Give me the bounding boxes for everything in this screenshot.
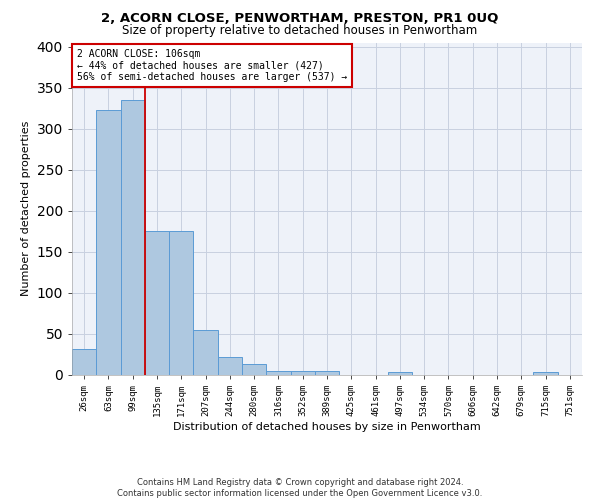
Bar — [242, 364, 266, 375]
Text: Contains HM Land Registry data © Crown copyright and database right 2024.
Contai: Contains HM Land Registry data © Crown c… — [118, 478, 482, 498]
Bar — [533, 372, 558, 375]
Bar — [266, 371, 290, 375]
Bar — [145, 230, 169, 375]
Bar — [169, 230, 193, 375]
Text: 2, ACORN CLOSE, PENWORTHAM, PRESTON, PR1 0UQ: 2, ACORN CLOSE, PENWORTHAM, PRESTON, PR1… — [101, 12, 499, 24]
Bar — [290, 371, 315, 375]
Bar — [193, 330, 218, 375]
Text: 2 ACORN CLOSE: 106sqm
← 44% of detached houses are smaller (427)
56% of semi-det: 2 ACORN CLOSE: 106sqm ← 44% of detached … — [77, 49, 347, 82]
Bar — [72, 348, 96, 375]
X-axis label: Distribution of detached houses by size in Penwortham: Distribution of detached houses by size … — [173, 422, 481, 432]
Bar — [96, 110, 121, 375]
Bar — [121, 100, 145, 375]
Text: Size of property relative to detached houses in Penwortham: Size of property relative to detached ho… — [122, 24, 478, 37]
Bar — [315, 371, 339, 375]
Bar — [388, 372, 412, 375]
Y-axis label: Number of detached properties: Number of detached properties — [21, 121, 31, 296]
Bar — [218, 357, 242, 375]
